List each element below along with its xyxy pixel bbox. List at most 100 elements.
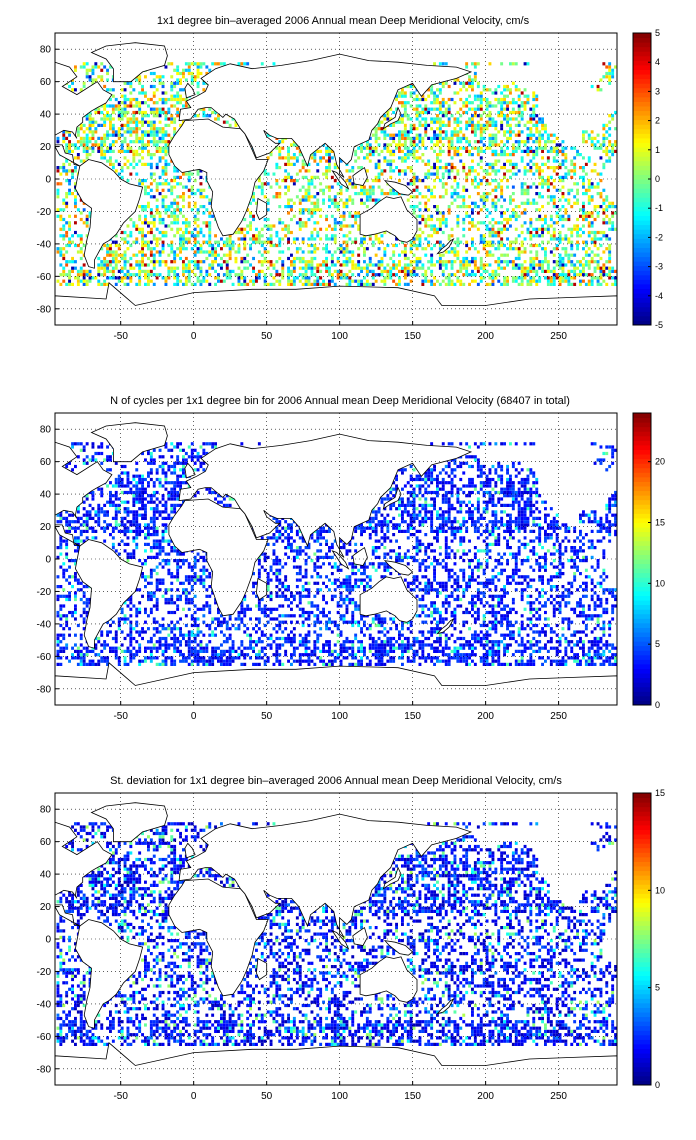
- colorbar-segment: [633, 1016, 651, 1022]
- colorbar-segment: [633, 975, 651, 981]
- colorbar-segment: [633, 948, 651, 954]
- colorbar-segment: [633, 691, 651, 697]
- colorbar-segment: [633, 160, 651, 166]
- colorbar-tick-label: 5: [655, 28, 660, 38]
- colorbar-segment: [633, 902, 651, 908]
- colorbar-segment: [633, 64, 651, 70]
- colorbar-segment: [633, 970, 651, 976]
- colorbar-tick-label: 0: [655, 174, 660, 184]
- panel-title: 1x1 degree bin–averaged 2006 Annual mean…: [157, 15, 530, 27]
- colorbar-segment: [633, 682, 651, 688]
- colorbar-segment: [633, 124, 651, 130]
- colorbar-segment: [633, 824, 651, 830]
- colorbar-segment: [633, 220, 651, 226]
- colorbar-segment: [633, 957, 651, 963]
- colorbar-tick-label: 10: [655, 885, 665, 895]
- colorbar-tick-label: 5: [655, 639, 660, 649]
- colorbar-tick-label: 15: [655, 518, 665, 528]
- colorbar-segment: [633, 463, 651, 469]
- colorbar-segment: [633, 1057, 651, 1063]
- colorbar-segment: [633, 302, 651, 308]
- colorbar-segment: [633, 609, 651, 615]
- colorbar-segment: [633, 137, 651, 143]
- colorbar-segment: [633, 700, 651, 706]
- colorbar-segment: [633, 934, 651, 940]
- colorbar: 15 10 5 0: [632, 788, 665, 1090]
- y-tick-label: -20: [37, 587, 52, 598]
- colorbar-segment: [633, 435, 651, 441]
- colorbar: 20 15 10 5 0: [632, 412, 665, 710]
- colorbar-segment: [633, 69, 651, 75]
- colorbar-segment: [633, 834, 651, 840]
- colorbar-tick-label: 5: [655, 983, 660, 993]
- colorbar-segment: [633, 1043, 651, 1049]
- colorbar-segment: [633, 613, 651, 619]
- y-tick-label: 40: [40, 870, 52, 881]
- colorbar-segment: [633, 663, 651, 669]
- colorbar-segment: [633, 806, 651, 812]
- colorbar-segment: [633, 42, 651, 48]
- colorbar-segment: [633, 256, 651, 262]
- y-tick-label: -60: [37, 652, 52, 663]
- x-tick-label: 0: [191, 711, 197, 722]
- colorbar-segment: [633, 907, 651, 913]
- colorbar-segment: [633, 320, 651, 326]
- colorbar-segment: [633, 884, 651, 890]
- colorbar-tick-label: -2: [655, 232, 663, 242]
- colorbar-segment: [633, 128, 651, 134]
- colorbar-segment: [633, 545, 651, 551]
- colorbar-segment: [633, 261, 651, 267]
- colorbar-segment: [633, 622, 651, 628]
- colorbar-segment: [633, 618, 651, 624]
- colorbar-segment: [633, 540, 651, 546]
- colorbar-segment: [633, 517, 651, 523]
- colorbar-segment: [633, 925, 651, 931]
- x-tick-label: -50: [113, 331, 128, 342]
- y-tick-label: 40: [40, 490, 52, 501]
- colorbar-segment: [633, 861, 651, 867]
- colorbar-segment: [633, 920, 651, 926]
- colorbar-segment: [633, 1030, 651, 1036]
- colorbar-tick-label: 1: [655, 145, 660, 155]
- y-tick-label: 20: [40, 902, 52, 913]
- colorbar-segment: [633, 504, 651, 510]
- colorbar-segment: [633, 966, 651, 972]
- colorbar-segment: [633, 527, 651, 533]
- colorbar-segment: [633, 106, 651, 112]
- colorbar-segment: [633, 422, 651, 428]
- colorbar-segment: [633, 627, 651, 633]
- colorbar-segment: [633, 654, 651, 660]
- data-bins: [56, 822, 617, 1046]
- gridlines: [55, 793, 617, 1085]
- colorbar-segment: [633, 1007, 651, 1013]
- colorbar-segment: [633, 1048, 651, 1054]
- colorbar-tick-label: 0: [655, 1080, 660, 1090]
- x-tick-label: 150: [404, 1091, 421, 1102]
- colorbar-segment: [633, 586, 651, 592]
- colorbar-segment: [633, 224, 651, 230]
- colorbar-segment: [633, 984, 651, 990]
- colorbar-segment: [633, 577, 651, 583]
- colorbar-segment: [633, 911, 651, 917]
- colorbar-segment: [633, 673, 651, 679]
- colorbar-segment: [633, 793, 651, 799]
- colorbar-segment: [633, 215, 651, 221]
- colorbar-segment: [633, 1066, 651, 1072]
- colorbar-segment: [633, 83, 651, 89]
- coastlines: [54, 802, 618, 1086]
- x-tick-label: 150: [404, 711, 421, 722]
- colorbar-segment: [633, 893, 651, 899]
- colorbar-segment: [633, 632, 651, 638]
- colorbar-segment: [633, 142, 651, 148]
- colorbar-tick-label: -4: [655, 291, 663, 301]
- y-tick-label: -60: [37, 1032, 52, 1043]
- y-tick-label: 20: [40, 142, 52, 153]
- colorbar-segment: [633, 838, 651, 844]
- x-tick-label: 200: [477, 711, 494, 722]
- colorbar-segment: [633, 888, 651, 894]
- gridlines: [55, 413, 617, 705]
- colorbar-segment: [633, 1012, 651, 1018]
- colorbar-segment: [633, 151, 651, 157]
- colorbar-segment: [633, 645, 651, 651]
- colorbar-segment: [633, 686, 651, 692]
